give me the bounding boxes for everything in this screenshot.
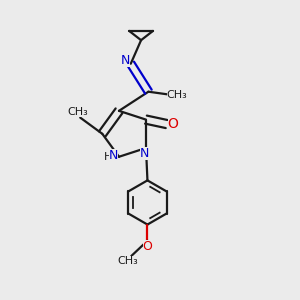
Text: N: N xyxy=(109,149,118,162)
Text: H: H xyxy=(103,152,112,162)
Text: O: O xyxy=(142,239,152,253)
Text: O: O xyxy=(168,117,178,131)
Text: CH₃: CH₃ xyxy=(117,256,138,266)
Text: CH₃: CH₃ xyxy=(167,90,188,100)
Text: CH₃: CH₃ xyxy=(67,107,88,117)
Text: N: N xyxy=(140,147,149,160)
Text: N: N xyxy=(121,54,130,67)
